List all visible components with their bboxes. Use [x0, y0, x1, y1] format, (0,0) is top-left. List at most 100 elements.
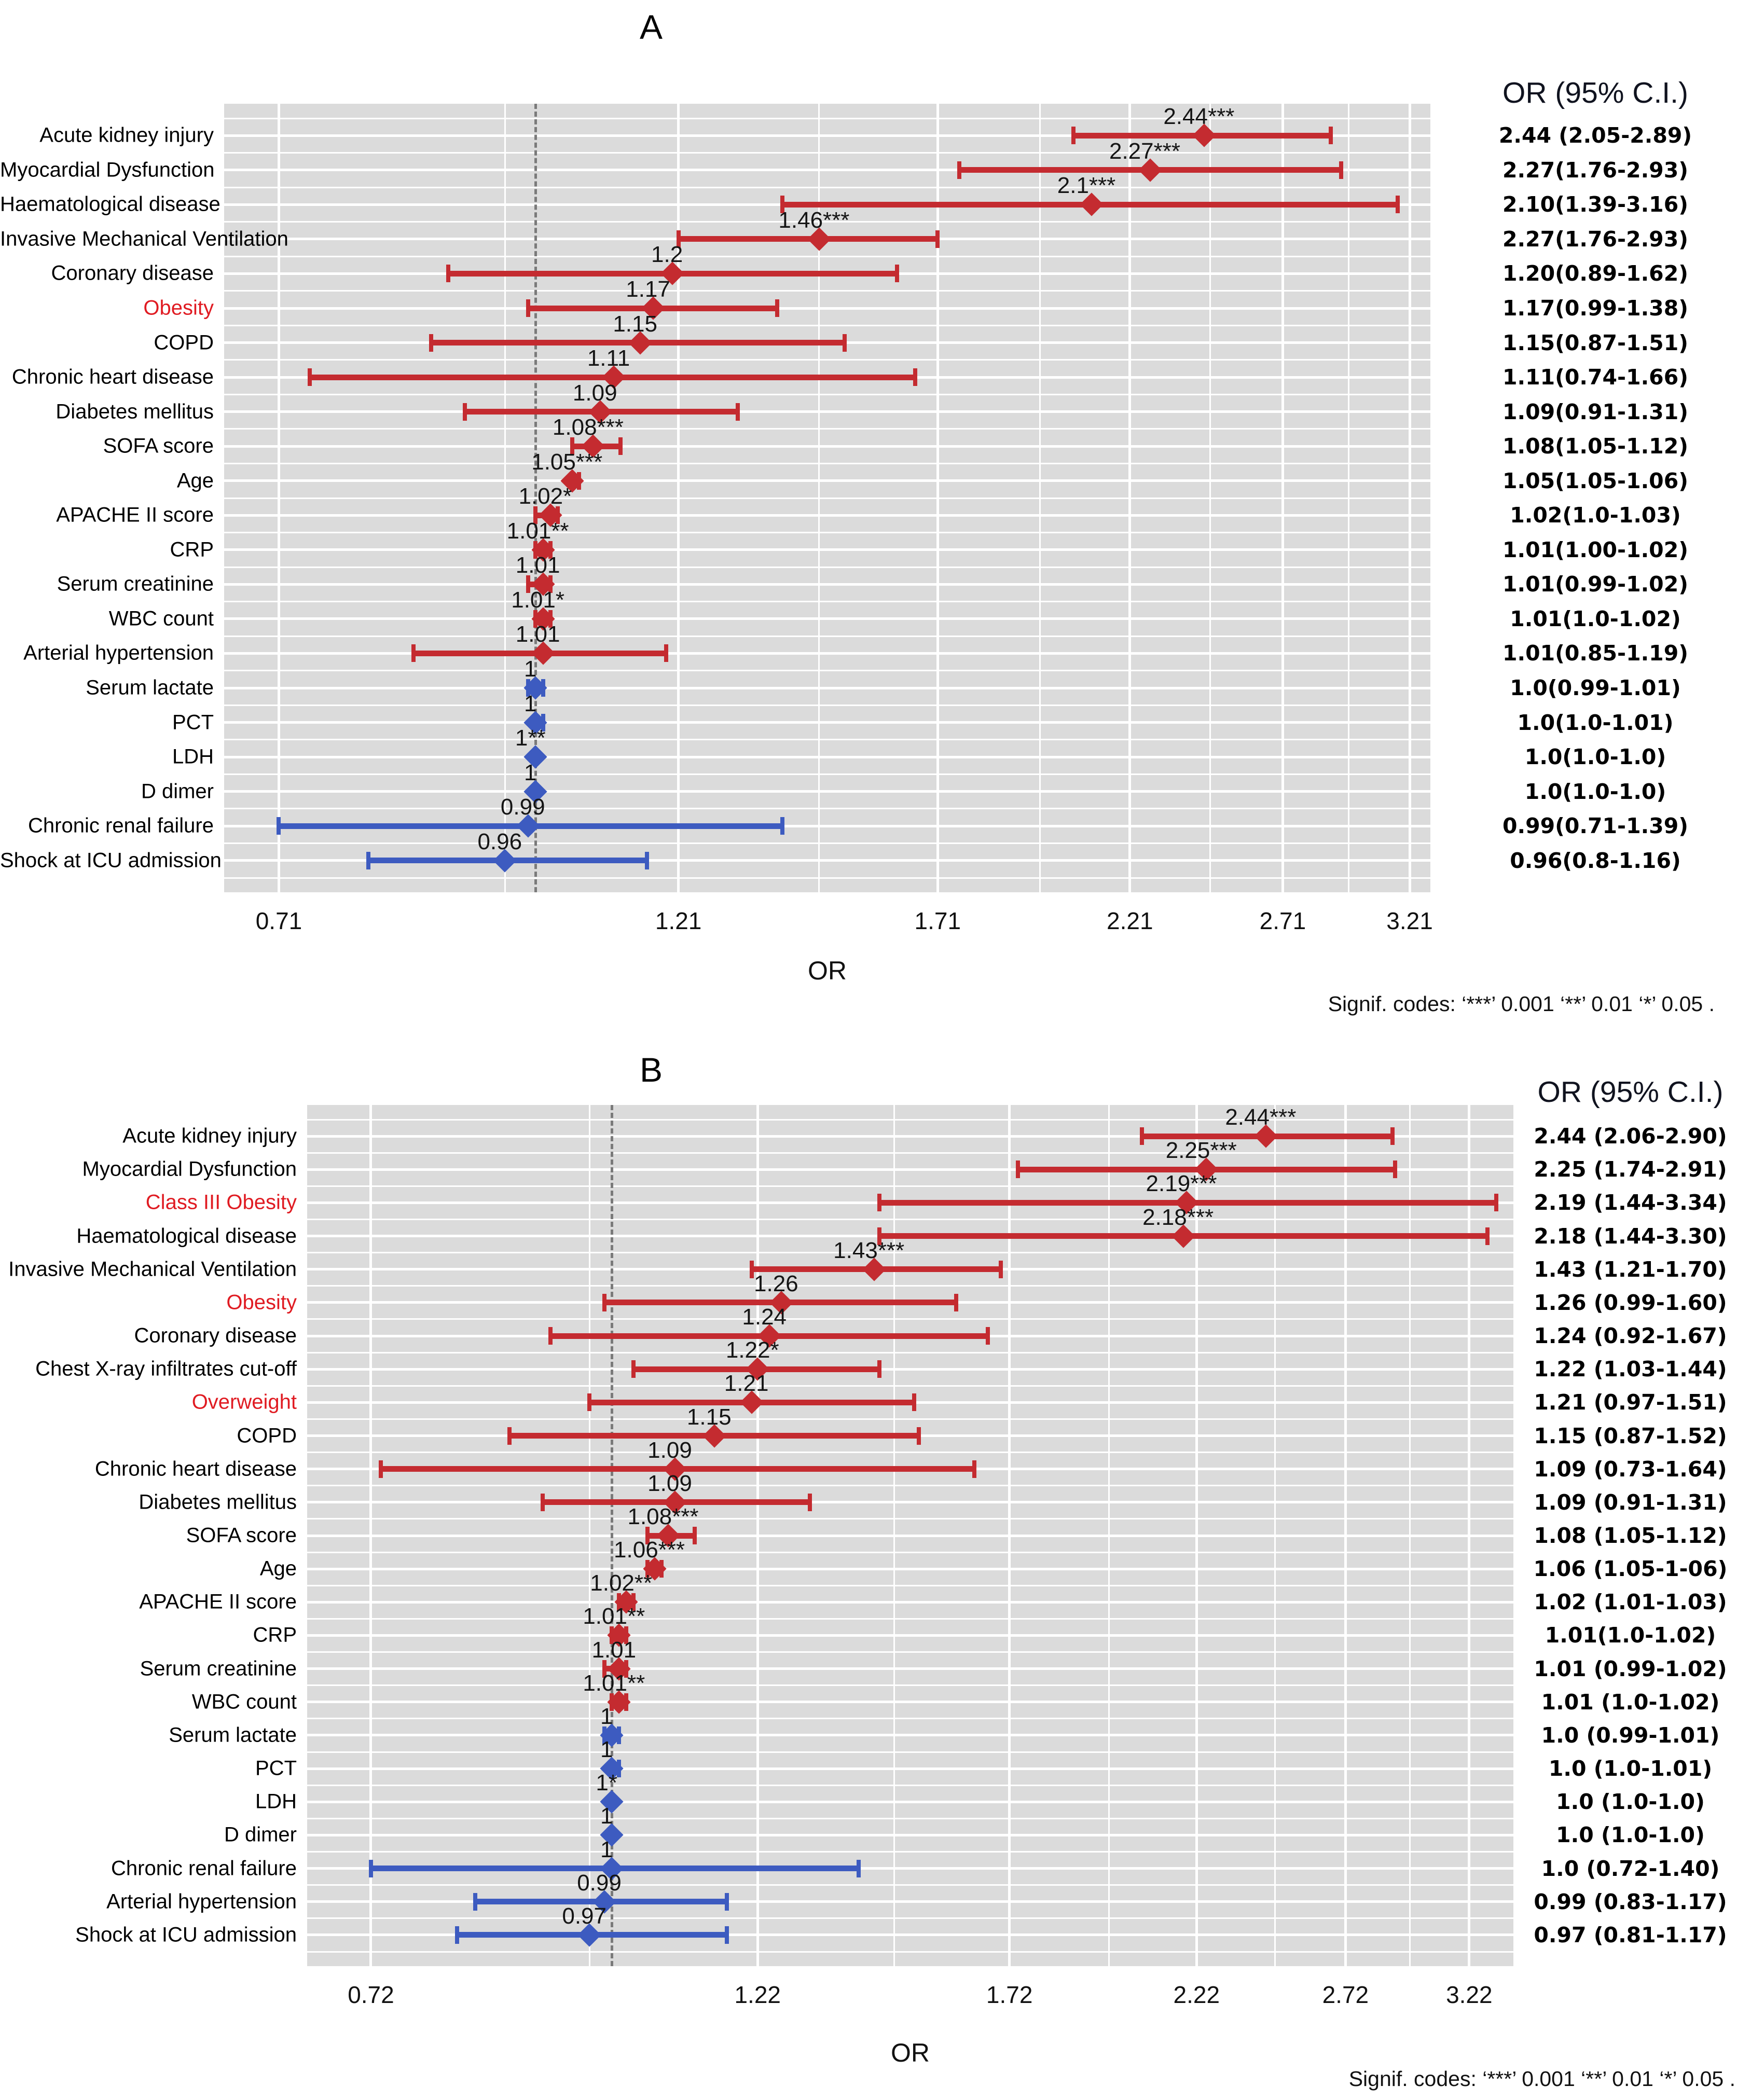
- ci-cap-high: [842, 334, 847, 352]
- or-ci-value: 2.19 (1.44-3.34): [1534, 1190, 1727, 1215]
- gridline-horizontal-minor: [224, 635, 1430, 637]
- gridline-horizontal-major: [224, 514, 1430, 517]
- gridline-horizontal-minor: [307, 1318, 1513, 1320]
- point-estimate-label: 1.09: [572, 380, 617, 406]
- gridline-horizontal-minor: [224, 186, 1430, 188]
- ci-cap-low: [507, 1427, 512, 1445]
- gridline-horizontal-minor: [224, 497, 1430, 499]
- gridline-horizontal-major: [224, 686, 1430, 689]
- point-estimate-label: 1.01: [591, 1637, 637, 1663]
- gridline-horizontal-minor: [224, 773, 1430, 775]
- or-ci-value: 1.17(0.99-1.38): [1502, 296, 1688, 321]
- point-estimate-label: 1.01*: [511, 587, 564, 613]
- or-ci-value: 1.01(1.0-1.02): [1545, 1623, 1716, 1648]
- axis-tick-label: 1.71: [914, 907, 961, 934]
- or-ci-value: 1.11(0.74-1.66): [1502, 365, 1688, 390]
- gridline-horizontal-major: [307, 1667, 1513, 1670]
- gridline-horizontal-major: [307, 1367, 1513, 1371]
- gridline-horizontal-minor: [307, 1651, 1513, 1653]
- gridline-horizontal-major: [307, 1800, 1513, 1803]
- or-ci-value: 2.44 (2.06-2.90): [1534, 1124, 1727, 1149]
- or-ci-value: 1.02(1.0-1.03): [1510, 503, 1681, 528]
- ci-cap-low: [1139, 1127, 1144, 1145]
- panel-b-plot-area: 2.44*** 2.25*** 2.19*** 2.18*** 1.43*** 1.26 1…: [307, 1105, 1513, 1966]
- or-ci-value: 1.01 (1.0-1.02): [1541, 1689, 1720, 1715]
- gridline-vertical-minor: [1348, 104, 1350, 892]
- ci-cap-high: [999, 1260, 1003, 1278]
- panel-b-signif-codes: Signif. codes: ‘***’ 0.001 ‘**’ 0.01 ‘*’…: [1348, 2067, 1735, 2091]
- gridline-vertical-minor: [1209, 104, 1211, 892]
- point-estimate-label: 1: [524, 656, 537, 682]
- gridline-horizontal-major: [307, 1135, 1513, 1138]
- axis-tick-label: 2.22: [1173, 1981, 1220, 2008]
- or-ci-value: 1.21 (0.97-1.51): [1534, 1390, 1727, 1415]
- point-estimate-label: 1.01**: [583, 1604, 645, 1629]
- point-estimate-label: 1.43***: [833, 1237, 905, 1263]
- gridline-horizontal-major: [224, 790, 1430, 793]
- gridline-horizontal-minor: [307, 1817, 1513, 1819]
- gridline-horizontal-minor: [307, 1218, 1513, 1220]
- point-estimate-label: 1**: [515, 725, 546, 751]
- gridline-vertical-minor: [504, 104, 506, 892]
- gridline-horizontal-minor: [307, 1851, 1513, 1853]
- gridline-horizontal-minor: [224, 393, 1430, 395]
- ci-cap-high: [644, 851, 649, 869]
- or-ci-value: 2.44 (2.05-2.89): [1498, 123, 1692, 148]
- ci-cap-low: [540, 1493, 545, 1511]
- or-ci-value: 1.02 (1.01-1.03): [1534, 1590, 1727, 1615]
- row-label: SOFA score: [103, 434, 214, 458]
- point-estimate-label: 1.2: [651, 242, 683, 268]
- or-ci-value: 1.0(1.0-1.0): [1524, 744, 1666, 770]
- ci-cap-low: [548, 1327, 553, 1345]
- or-ci-value: 1.09 (0.91-1.31): [1534, 1489, 1727, 1515]
- gridline-horizontal-major: [307, 1833, 1513, 1836]
- point-estimate-label: 0.96: [477, 828, 522, 854]
- row-label: Myocardial Dysfunction: [82, 1157, 297, 1181]
- or-ci-value: 0.96(0.8-1.16): [1510, 848, 1681, 873]
- gridline-horizontal-minor: [224, 566, 1430, 568]
- or-ci-value: 2.27(1.76-2.93): [1502, 157, 1688, 183]
- panel-a-signif-codes: Signif. codes: ‘***’ 0.001 ‘**’ 0.01 ‘*’…: [1328, 992, 1715, 1016]
- or-ci-value: 1.01 (0.99-1.02): [1534, 1656, 1727, 1681]
- ci-cap-high: [618, 437, 623, 455]
- point-estimate-label: 1: [600, 1836, 613, 1862]
- point-estimate-label: 1.09: [647, 1470, 692, 1496]
- point-estimate-label: 1.21: [724, 1371, 769, 1397]
- or-ci-value: 1.08 (1.05-1.12): [1534, 1523, 1727, 1548]
- row-label: Chronic renal failure: [28, 814, 214, 837]
- gridline-horizontal-major: [224, 859, 1430, 862]
- row-label: D dimer: [224, 1823, 297, 1846]
- row-label: Coronary disease: [134, 1324, 297, 1347]
- gridline-horizontal-major: [307, 1600, 1513, 1604]
- or-ci-value: 1.0 (1.0-1.0): [1556, 1822, 1705, 1848]
- or-ci-value: 0.99 (0.83-1.17): [1534, 1889, 1727, 1914]
- ci-cap-high: [1393, 1160, 1397, 1179]
- ci-cap-high: [693, 1527, 697, 1544]
- point-estimate-label: 0.99: [500, 794, 545, 820]
- point-estimate-label: 1.15: [613, 311, 657, 337]
- or-ci-value: 1.0(1.0-1.0): [1524, 779, 1666, 804]
- or-ci-value: 1.15(0.87-1.51): [1502, 330, 1688, 355]
- ci-cap-high: [1329, 127, 1333, 145]
- ci-cap-low: [429, 334, 434, 352]
- panel-b-title: B: [639, 1051, 663, 1089]
- row-label: Diabetes mellitus: [139, 1490, 297, 1514]
- row-label: Acute kidney injury: [122, 1124, 297, 1148]
- gridline-horizontal-major: [224, 548, 1430, 551]
- gridline-horizontal-minor: [224, 532, 1430, 534]
- gridline-vertical-minor: [1409, 1105, 1411, 1966]
- ci-cap-low: [379, 1460, 383, 1478]
- gridline-horizontal-minor: [224, 877, 1430, 879]
- row-label: Serum lactate: [169, 1723, 297, 1747]
- row-label: LDH: [172, 745, 214, 768]
- ci-cap-high: [935, 230, 940, 248]
- row-label: Shock at ICU admission: [75, 1923, 297, 1946]
- row-label: WBC count: [108, 607, 214, 630]
- axis-tick-label: 0.71: [255, 907, 302, 934]
- or-ci-value: 0.99(0.71-1.39): [1502, 813, 1688, 839]
- ci-cap-low: [277, 817, 281, 835]
- gridline-horizontal-major: [224, 755, 1430, 758]
- gridline-horizontal-major: [307, 1900, 1513, 1903]
- row-label: Overweight: [191, 1390, 297, 1414]
- ci-cap-low: [1071, 127, 1076, 145]
